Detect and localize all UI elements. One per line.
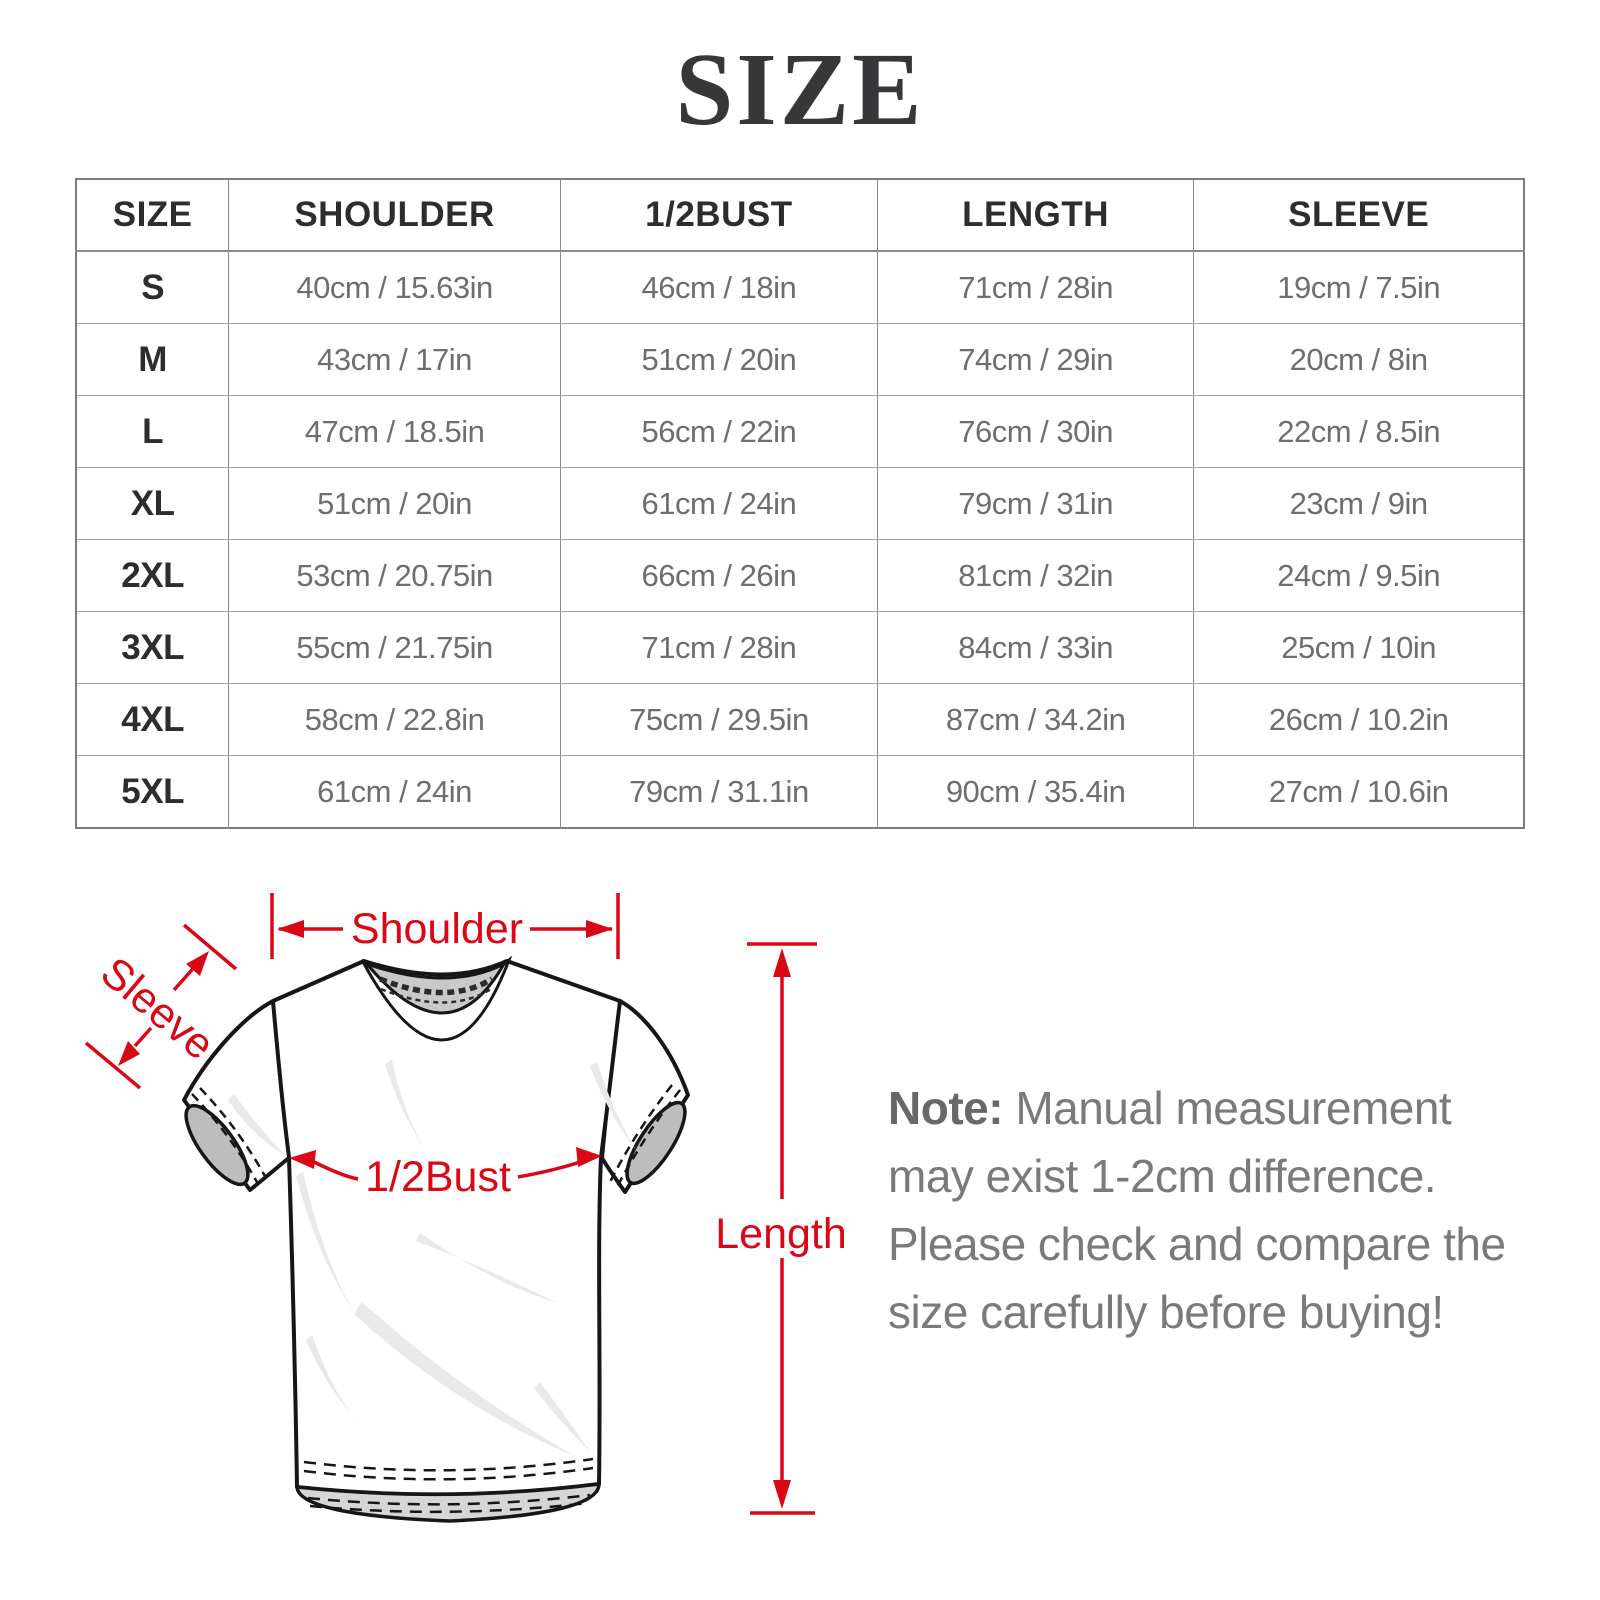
measurement-cell: 19cm / 7.5in xyxy=(1193,250,1525,324)
hem-stitching xyxy=(303,1457,594,1472)
size-label: 5XL xyxy=(75,755,230,829)
column-header-size: SIZE xyxy=(75,178,230,252)
note-label: Note: xyxy=(888,1082,1004,1134)
measurement-cell: 87cm / 34.2in xyxy=(876,683,1195,756)
collar-back-inside xyxy=(362,960,508,1015)
measurement-cell: 27cm / 10.6in xyxy=(1193,755,1525,829)
measurement-cell: 74cm / 29in xyxy=(876,323,1195,396)
measurement-cell: 90cm / 35.4in xyxy=(876,755,1195,829)
size-table: SIZE SHOULDER 1/2BUST LENGTH SLEEVE S 40… xyxy=(75,178,1525,829)
table-row: 4XL 58cm / 22.8in 75cm / 29.5in 87cm / 3… xyxy=(75,683,1525,756)
table-row: 5XL 61cm / 24in 79cm / 31.1in 90cm / 35.… xyxy=(75,755,1525,829)
size-note: Note: Manual measurement may exist 1-2cm… xyxy=(888,1074,1543,1346)
size-label: XL xyxy=(75,467,230,540)
measurement-cell: 22cm / 8.5in xyxy=(1193,395,1525,468)
length-dimension: Length xyxy=(715,942,847,1515)
hem-band-stitching xyxy=(307,1493,591,1506)
right-cuff-stitching xyxy=(608,1084,673,1183)
shirt-body xyxy=(271,959,622,1497)
measurement-cell: 26cm / 10.2in xyxy=(1193,683,1525,756)
measurement-cell: 75cm / 29.5in xyxy=(559,683,878,756)
right-cuff-stitching xyxy=(615,1089,681,1188)
size-label: 3XL xyxy=(75,611,230,684)
left-cuff-opening xyxy=(184,1103,250,1187)
measurement-cell: 56cm / 22in xyxy=(559,395,878,468)
column-header-sleeve: SLEEVE xyxy=(1193,178,1525,252)
measurement-cell: 43cm / 17in xyxy=(228,323,561,396)
measurement-cell: 84cm / 33in xyxy=(876,611,1195,684)
column-header-bust: 1/2BUST xyxy=(559,178,878,252)
size-label: M xyxy=(75,323,230,396)
measurement-cell: 71cm / 28in xyxy=(559,611,878,684)
measurement-cell: 25cm / 10in xyxy=(1193,611,1525,684)
table-row: L 47cm / 18.5in 56cm / 22in 76cm / 30in … xyxy=(75,395,1525,468)
tshirt-drawing xyxy=(182,955,690,1523)
measurement-cell: 79cm / 31in xyxy=(876,467,1195,540)
size-label: 4XL xyxy=(75,683,230,756)
measurement-cell: 61cm / 24in xyxy=(228,755,561,829)
table-row: M 43cm / 17in 51cm / 20in 74cm / 29in 20… xyxy=(75,323,1525,396)
measurement-cell: 66cm / 26in xyxy=(559,539,878,612)
sleeve-dimension: Sleeve xyxy=(84,923,238,1090)
size-label: S xyxy=(75,250,230,324)
measurement-cell: 20cm / 8in xyxy=(1193,323,1525,396)
measurement-cell: 76cm / 30in xyxy=(876,395,1195,468)
measurement-cell: 24cm / 9.5in xyxy=(1193,539,1525,612)
shoulder-dimension: Shoulder xyxy=(270,893,620,959)
bust-label: 1/2Bust xyxy=(365,1153,511,1201)
measurement-cell: 55cm / 21.75in xyxy=(228,611,561,684)
measurement-cell: 61cm / 24in xyxy=(559,467,878,540)
measurement-cell: 40cm / 15.63in xyxy=(228,250,561,324)
measurement-cell: 47cm / 18.5in xyxy=(228,395,561,468)
measurement-cell: 23cm / 9in xyxy=(1193,467,1525,540)
left-cuff-stitching xyxy=(191,1093,260,1185)
right-sleeve xyxy=(600,999,690,1194)
measurement-cell: 81cm / 32in xyxy=(876,539,1195,612)
measurement-cell: 51cm / 20in xyxy=(559,323,878,396)
measurement-cell: 58cm / 22.8in xyxy=(228,683,561,756)
column-header-shoulder: SHOULDER xyxy=(228,178,561,252)
collar-rib-band xyxy=(360,955,513,1042)
measurement-cell: 79cm / 31.1in xyxy=(559,755,878,829)
measurement-cell: 51cm / 20in xyxy=(228,467,561,540)
hem-band-stitching xyxy=(309,1501,589,1514)
left-sleeve xyxy=(182,999,292,1192)
table-row: XL 51cm / 20in 61cm / 24in 79cm / 31in 2… xyxy=(75,467,1525,540)
table-header-row: SIZE SHOULDER 1/2BUST LENGTH SLEEVE xyxy=(75,178,1525,252)
table-row: 2XL 53cm / 20.75in 66cm / 26in 81cm / 32… xyxy=(75,539,1525,612)
size-label: L xyxy=(75,395,230,468)
collar-stitch-band xyxy=(380,987,492,1004)
left-cuff-stitching xyxy=(199,1087,268,1179)
measurement-cell: 46cm / 18in xyxy=(559,250,878,324)
right-cuff-opening xyxy=(625,1100,687,1186)
wrinkle-shading xyxy=(228,1060,636,1457)
length-label: Length xyxy=(715,1210,847,1258)
hem-band xyxy=(295,1482,601,1523)
sleeve-label: Sleeve xyxy=(92,948,224,1069)
column-header-length: LENGTH xyxy=(876,178,1195,252)
hem-stitching xyxy=(303,1466,594,1481)
page-title: SIZE xyxy=(675,32,925,147)
shoulder-label: Shoulder xyxy=(351,905,523,953)
size-label: 2XL xyxy=(75,539,230,612)
measurement-cell: 53cm / 20.75in xyxy=(228,539,561,612)
table-row: S 40cm / 15.63in 46cm / 18in 71cm / 28in… xyxy=(75,250,1525,324)
measurement-cell: 71cm / 28in xyxy=(876,250,1195,324)
note-body-text: Manual measurement may exist 1-2cm diffe… xyxy=(888,1082,1506,1338)
table-row: 3XL 55cm / 21.75in 71cm / 28in 84cm / 33… xyxy=(75,611,1525,684)
collar-stitch-band xyxy=(378,976,494,996)
bust-dimension: 1/2Bust xyxy=(289,1147,602,1201)
